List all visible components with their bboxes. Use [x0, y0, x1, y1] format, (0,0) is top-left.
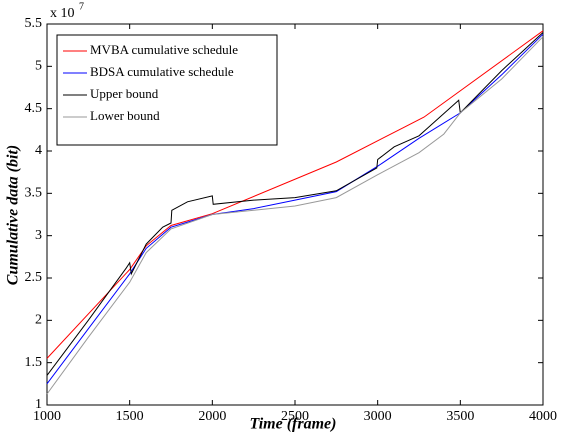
x-tick-label: 3500: [446, 409, 474, 424]
x-tick-label: 1500: [116, 409, 144, 424]
y-multiplier: x 10: [50, 6, 75, 21]
y-tick-label: 5: [35, 59, 42, 74]
series-line: [46, 30, 544, 359]
series-line: [46, 33, 544, 385]
x-tick-label: 3000: [364, 409, 392, 424]
y-tick-label: 3.5: [25, 186, 43, 201]
legend-label: Lower bound: [90, 108, 160, 123]
legend-box: [56, 34, 278, 146]
y-tick-label: 5.5: [25, 16, 43, 31]
legend-label: MVBA cumulative schedule: [90, 42, 238, 57]
x-tick-label: 2500: [281, 409, 309, 424]
y-tick-label: 4.5: [25, 101, 43, 116]
legend-label: BDSA cumulative schedule: [90, 64, 234, 79]
series-line: [46, 36, 544, 395]
x-tick-label: 2000: [198, 409, 226, 424]
legend-label: Upper bound: [90, 86, 159, 101]
y-tick-label: 1.5: [25, 355, 43, 370]
x-tick-label: 4000: [529, 409, 557, 424]
y-multiplier-exponent: 7: [79, 1, 84, 12]
y-tick-label: 2: [35, 313, 42, 328]
y-axis-label: Cumulative data (bit): [5, 145, 22, 285]
y-tick-label: 4: [35, 143, 42, 158]
series-line: [46, 32, 544, 376]
y-tick-label: 3: [35, 228, 42, 243]
x-tick-label: 1000: [33, 409, 61, 424]
y-tick-label: 2.5: [25, 270, 43, 285]
x-axis-label: Time (frame): [250, 416, 337, 433]
y-tick-label: 1: [35, 397, 42, 412]
